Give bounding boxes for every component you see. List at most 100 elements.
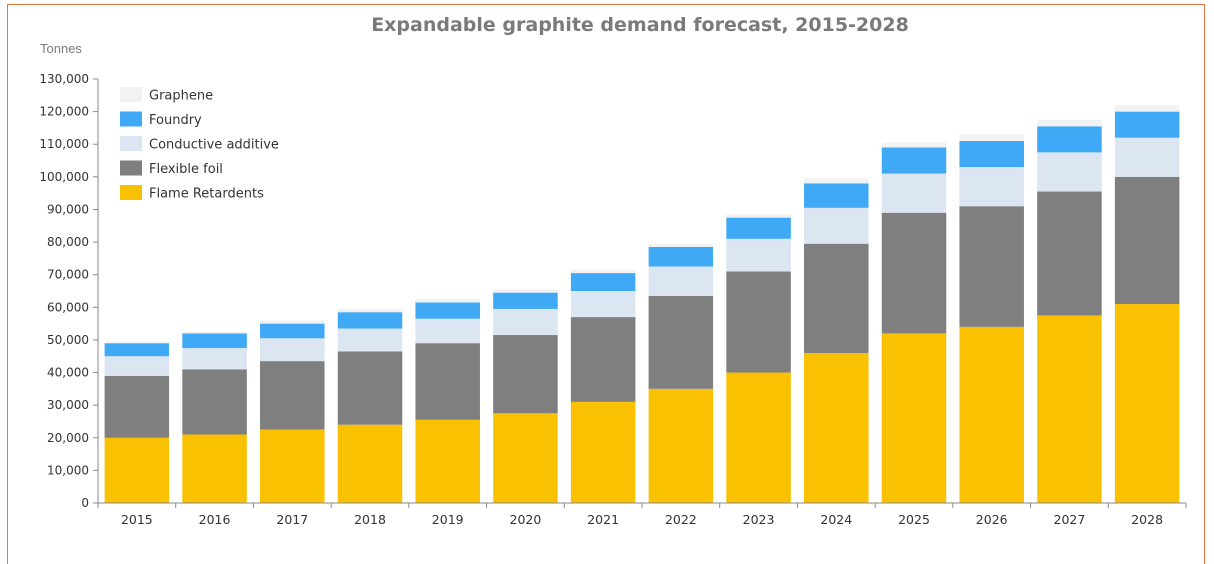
- legend-label: Flame Retardents: [149, 187, 264, 202]
- bar-segment: [415, 318, 480, 344]
- y-tick-label: 40,000: [47, 366, 89, 380]
- legend-swatch: [120, 111, 142, 127]
- bar-segment: [726, 214, 791, 218]
- x-tick-label: 2020: [510, 512, 542, 527]
- bar-segment: [648, 246, 714, 267]
- bar-segment: [493, 413, 558, 503]
- bar-segment: [493, 308, 558, 336]
- bar-segment: [1037, 126, 1102, 153]
- y-tick-label: 130,000: [39, 72, 89, 86]
- bar-segment: [881, 142, 947, 148]
- x-tick-label: 2023: [743, 512, 775, 527]
- bar-segment: [1037, 191, 1102, 316]
- legend-label: Conductive additive: [149, 138, 279, 153]
- legend-swatch: [120, 87, 142, 102]
- bar-segment: [804, 352, 869, 503]
- y-tick-label: 110,000: [39, 137, 89, 151]
- bar-segment: [415, 302, 480, 319]
- legend-swatch: [120, 160, 142, 176]
- bar-segment: [1037, 119, 1102, 127]
- bar-segment: [260, 429, 325, 503]
- bar-segment: [182, 369, 247, 435]
- y-tick-label: 20,000: [47, 431, 89, 445]
- bar-segment: [1114, 137, 1180, 177]
- bar-segment: [1114, 111, 1180, 138]
- bar-segment: [1114, 304, 1180, 503]
- legend-label: Graphene: [149, 89, 213, 104]
- bar-segment: [570, 401, 636, 503]
- x-tick-label: 2025: [898, 512, 930, 527]
- bar-segment: [726, 271, 791, 373]
- bar-segment: [104, 375, 170, 438]
- x-tick-label: 2015: [121, 512, 153, 527]
- y-tick-label: 60,000: [47, 300, 89, 314]
- bar-segment: [493, 335, 558, 414]
- bar-segment: [959, 206, 1024, 327]
- legend-label: Flexible foil: [149, 162, 223, 177]
- bar-segment: [804, 243, 869, 353]
- legend: Graphene Foundry Conductive additive Flexib…: [120, 87, 279, 202]
- chart-title: Expandable graphite demand forecast, 201…: [371, 14, 909, 36]
- x-tick-label: 2019: [432, 512, 464, 527]
- bar-segment: [260, 338, 325, 362]
- y-tick-label: 30,000: [47, 398, 89, 412]
- x-tick-label: 2016: [199, 512, 231, 527]
- y-tick-label: 10,000: [47, 463, 89, 477]
- x-tick-label: 2022: [665, 512, 697, 527]
- bar-segment: [104, 341, 170, 344]
- bar-segment: [260, 361, 325, 430]
- bar-segment: [648, 266, 714, 296]
- bar-segment: [337, 328, 403, 352]
- bar-segment: [726, 217, 791, 239]
- bar-segment: [493, 292, 558, 309]
- bar-segment: [337, 308, 403, 313]
- bars-group: [104, 105, 1180, 503]
- bar-segment: [648, 243, 714, 247]
- y-tick-label: 100,000: [39, 170, 89, 184]
- bar-segment: [1114, 105, 1180, 112]
- bar-segment: [959, 134, 1024, 141]
- bar-segment: [1037, 315, 1102, 503]
- legend-swatch: [120, 185, 142, 200]
- bar-segment: [415, 343, 480, 420]
- bar-segment: [337, 424, 403, 503]
- bar-segment: [804, 207, 869, 244]
- bar-segment: [648, 388, 714, 503]
- axes-group: 0 10,000 20,000 30,000 40,000 50,000 60,000 70,…: [39, 72, 1187, 527]
- bar-segment: [570, 273, 636, 291]
- bar-segment: [104, 356, 170, 376]
- bar-segment: [726, 372, 791, 503]
- bar-segment: [182, 348, 247, 370]
- legend-swatch: [120, 136, 142, 151]
- bar-segment: [881, 212, 947, 334]
- y-tick-label: 0: [81, 496, 89, 510]
- stacked-bar-chart: Expandable graphite demand forecast, 201…: [39, 14, 1187, 527]
- bar-segment: [804, 183, 869, 208]
- bar-segment: [182, 331, 247, 334]
- bar-segment: [415, 299, 480, 303]
- bar-segment: [493, 289, 558, 293]
- y-tick-label: 50,000: [47, 333, 89, 347]
- x-tick-label: 2027: [1054, 512, 1086, 527]
- bar-segment: [1037, 152, 1102, 192]
- bar-segment: [804, 178, 869, 184]
- bar-segment: [726, 238, 791, 272]
- bar-segment: [182, 434, 247, 503]
- bar-segment: [959, 326, 1024, 503]
- y-tick-label: 80,000: [47, 235, 89, 249]
- bar-segment: [881, 173, 947, 213]
- x-tick-label: 2018: [354, 512, 386, 527]
- bar-segment: [881, 333, 947, 503]
- y-axis-label: Tonnes: [40, 41, 82, 56]
- bar-segment: [337, 312, 403, 329]
- x-tick-label: 2017: [276, 512, 308, 527]
- y-tick-label: 90,000: [47, 202, 89, 216]
- bar-segment: [959, 167, 1024, 207]
- bar-segment: [1114, 176, 1180, 305]
- bar-segment: [570, 291, 636, 318]
- legend-label: Foundry: [149, 113, 202, 128]
- bar-segment: [415, 419, 480, 503]
- bar-segment: [260, 323, 325, 339]
- y-tick-label: 70,000: [47, 268, 89, 282]
- x-tick-label: 2021: [587, 512, 619, 527]
